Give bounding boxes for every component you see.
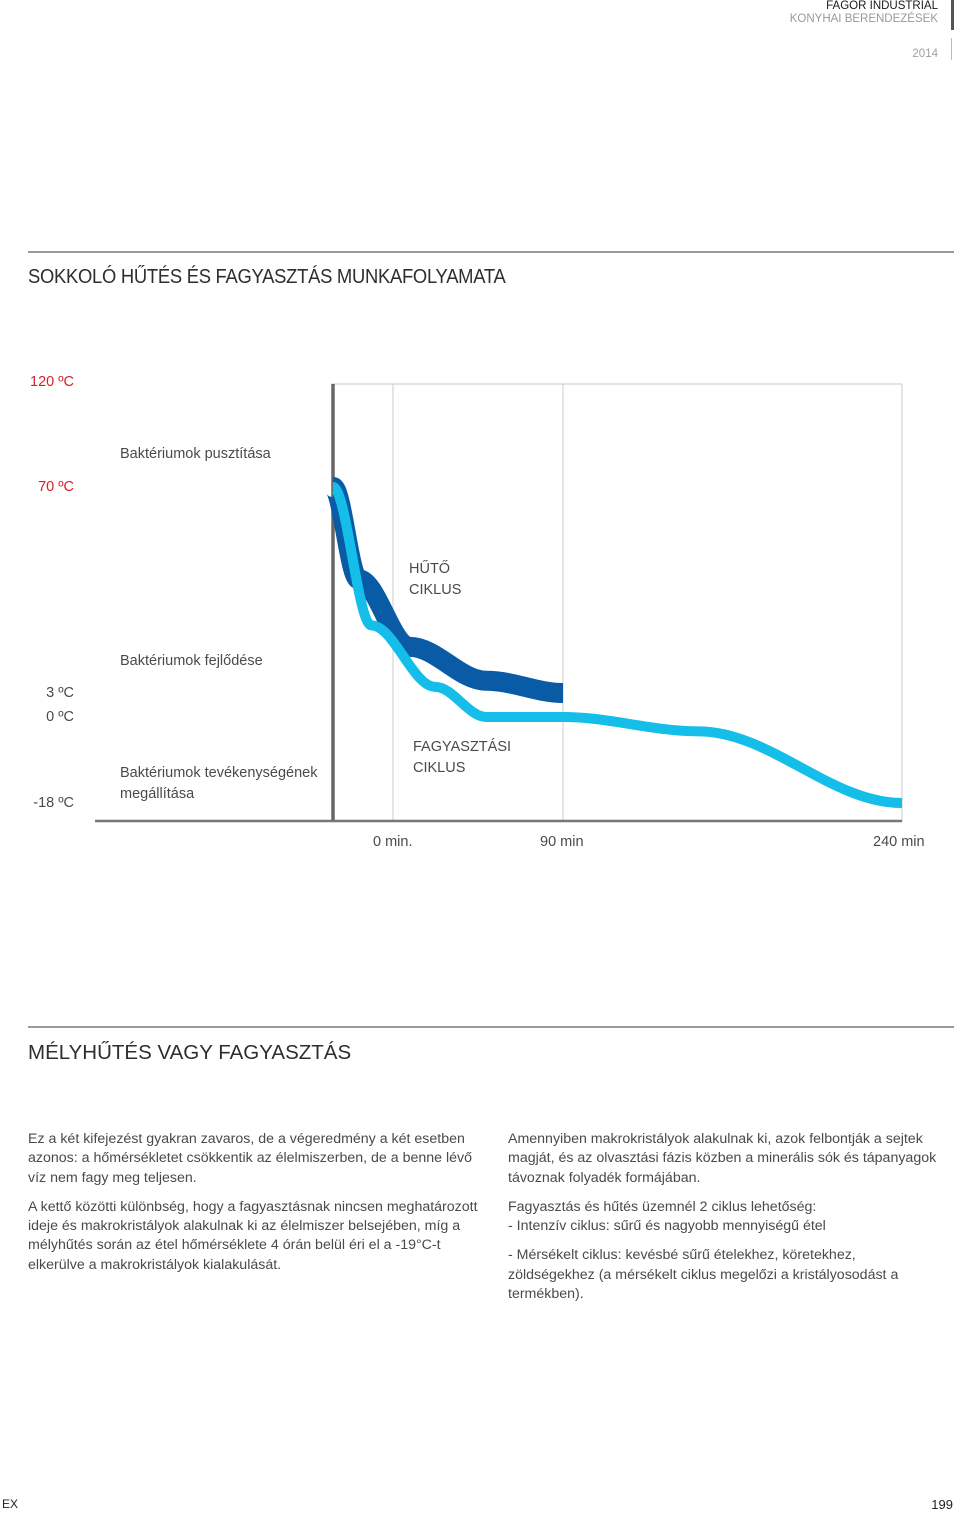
right-paragraph-2: Fagyasztás és hűtés üzemnél 2 ciklus leh… [508, 1198, 817, 1215]
y-tick-70: 70 ºC [38, 479, 74, 495]
chill-cycle-label: HŰTŐ CIKLUS [409, 559, 461, 601]
brand-subtitle: KONYHAI BERENDEZÉSEK [789, 13, 938, 25]
zone-stop-label: Baktériumok tevékenységének megállítása [120, 763, 317, 805]
header-thin-bar [951, 38, 952, 60]
freeze-cycle-curve [328, 482, 903, 808]
section2-title: MÉLYHŰTÉS VAGY FAGYASZTÁS [28, 1041, 352, 1064]
section2-rule [28, 1026, 954, 1028]
header-accent-bar [951, 0, 954, 30]
right-paragraph-3: - Intenzív ciklus: sűrű és nagyobb menny… [508, 1218, 826, 1235]
x-tick-90: 90 min [540, 834, 584, 850]
x-tick-0: 0 min. [373, 834, 413, 850]
zone-stop-line1: Baktériumok tevékenységének [120, 765, 318, 781]
chill-cycle-line2: CIKLUS [409, 582, 462, 598]
footer-left: EX [2, 1497, 19, 1511]
y-tick-3: 3 ºC [46, 685, 74, 701]
chart-plot [95, 383, 903, 823]
page-number: 199 [931, 1497, 953, 1512]
x-tick-240: 240 min [873, 834, 925, 850]
chart: 120 ºC 70 ºC 3 ºC 0 ºC -18 ºC Baktériumo… [0, 370, 960, 870]
text-column-right: Amennyiben makrokristályok alakulnak ki,… [508, 1130, 938, 1314]
right-paragraph-4: - Mérsékelt ciklus: kevésbé sűrű ételekh… [508, 1247, 899, 1303]
chill-cycle-line1: HŰTŐ [409, 561, 451, 577]
header-year: 2014 [912, 48, 938, 60]
brand-block: FAGOR INDUSTRIAL KONYHAI BERENDEZÉSEK [790, 0, 938, 26]
freeze-cycle-line2: CIKLUS [413, 760, 466, 776]
zone-growth-label: Baktériumok fejlődése [120, 653, 263, 669]
left-paragraph-2: A kettő közötti különbség, hogy a fagyas… [28, 1198, 478, 1273]
section1-title: SOKKOLÓ HŰTÉS ÉS FAGYASZTÁS MUNKAFOLYAMA… [28, 266, 506, 288]
zone-stop-line2: megállítása [120, 786, 195, 802]
y-tick-0: 0 ºC [46, 709, 74, 725]
left-paragraph-1: Ez a két kifejezést gyakran zavaros, de … [28, 1131, 473, 1186]
zone-destroy-label: Baktériumok pusztítása [120, 446, 271, 462]
brand-name: FAGOR INDUSTRIAL [826, 0, 938, 12]
y-tick-minus18: -18 ºC [33, 795, 74, 811]
freeze-cycle-line1: FAGYASZTÁSI [413, 739, 512, 755]
freeze-cycle-label: FAGYASZTÁSI CIKLUS [413, 737, 511, 779]
series-layer [323, 477, 903, 808]
text-column-left: Ez a két kifejezést gyakran zavaros, de … [28, 1130, 480, 1285]
section1-rule [28, 251, 954, 253]
right-paragraph-1: Amennyiben makrokristályok alakulnak ki,… [508, 1131, 937, 1186]
y-tick-120: 120 ºC [30, 374, 74, 390]
